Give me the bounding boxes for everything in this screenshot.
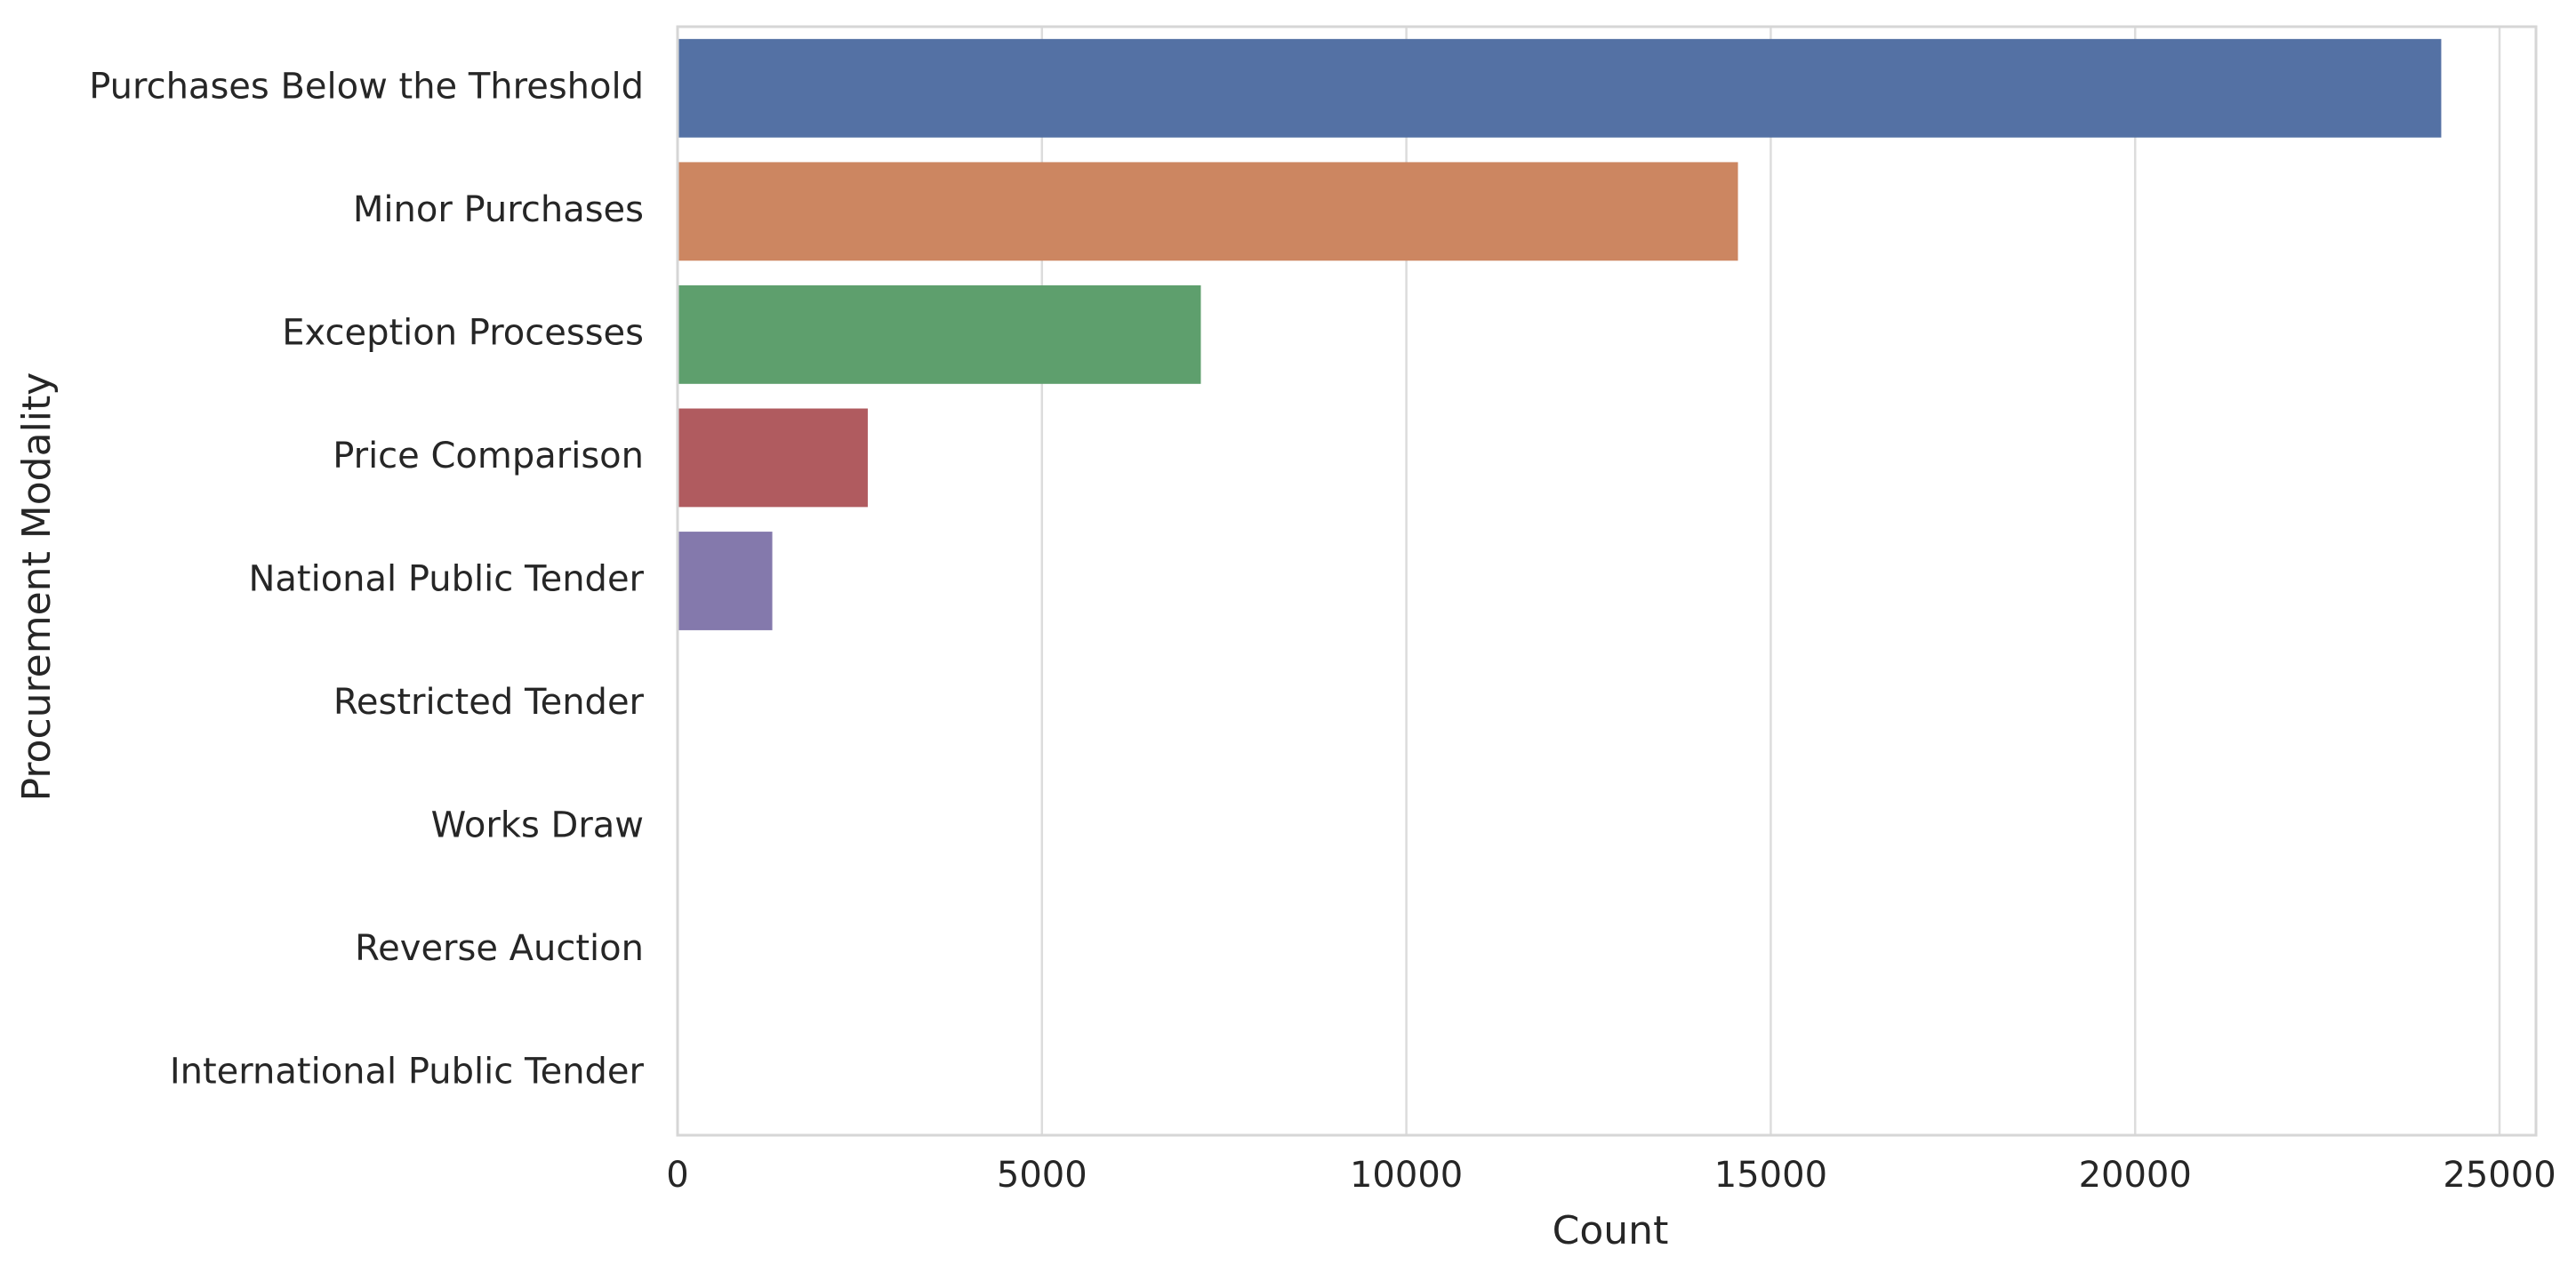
category-labels: Purchases Below the Threshold Minor Purch… bbox=[89, 66, 644, 1092]
category-label: Minor Purchases bbox=[353, 189, 644, 230]
bar bbox=[678, 532, 773, 630]
x-tick-label: 10000 bbox=[1350, 1155, 1463, 1196]
bar bbox=[678, 162, 1738, 261]
category-label: Purchases Below the Threshold bbox=[89, 66, 644, 107]
bar bbox=[678, 408, 868, 508]
category-label: Restricted Tender bbox=[333, 682, 645, 723]
bars bbox=[678, 38, 2442, 630]
x-tick-label: 20000 bbox=[2079, 1155, 2192, 1196]
bar bbox=[678, 284, 1201, 384]
plot-frame bbox=[676, 25, 2538, 1137]
y-axis-title: Procurement Modality bbox=[14, 372, 60, 802]
x-tick-label: 25000 bbox=[2443, 1155, 2556, 1196]
x-tick-label: 5000 bbox=[997, 1155, 1087, 1196]
category-label: Works Draw bbox=[431, 805, 644, 846]
x-axis-title: Count bbox=[1553, 1208, 1669, 1253]
axes bbox=[676, 25, 2538, 1137]
category-label: National Public Tender bbox=[248, 559, 644, 600]
x-tick-labels: 0 5000 10000 15000 20000 25000 bbox=[666, 1155, 2556, 1196]
category-label: Price Comparison bbox=[333, 436, 644, 476]
bar bbox=[678, 38, 2442, 138]
x-tick-label: 0 bbox=[666, 1155, 688, 1196]
x-tick-label: 15000 bbox=[1714, 1155, 1827, 1196]
category-label: International Public Tender bbox=[170, 1052, 645, 1093]
category-label: Exception Processes bbox=[282, 312, 644, 353]
category-label: Reverse Auction bbox=[355, 928, 644, 969]
